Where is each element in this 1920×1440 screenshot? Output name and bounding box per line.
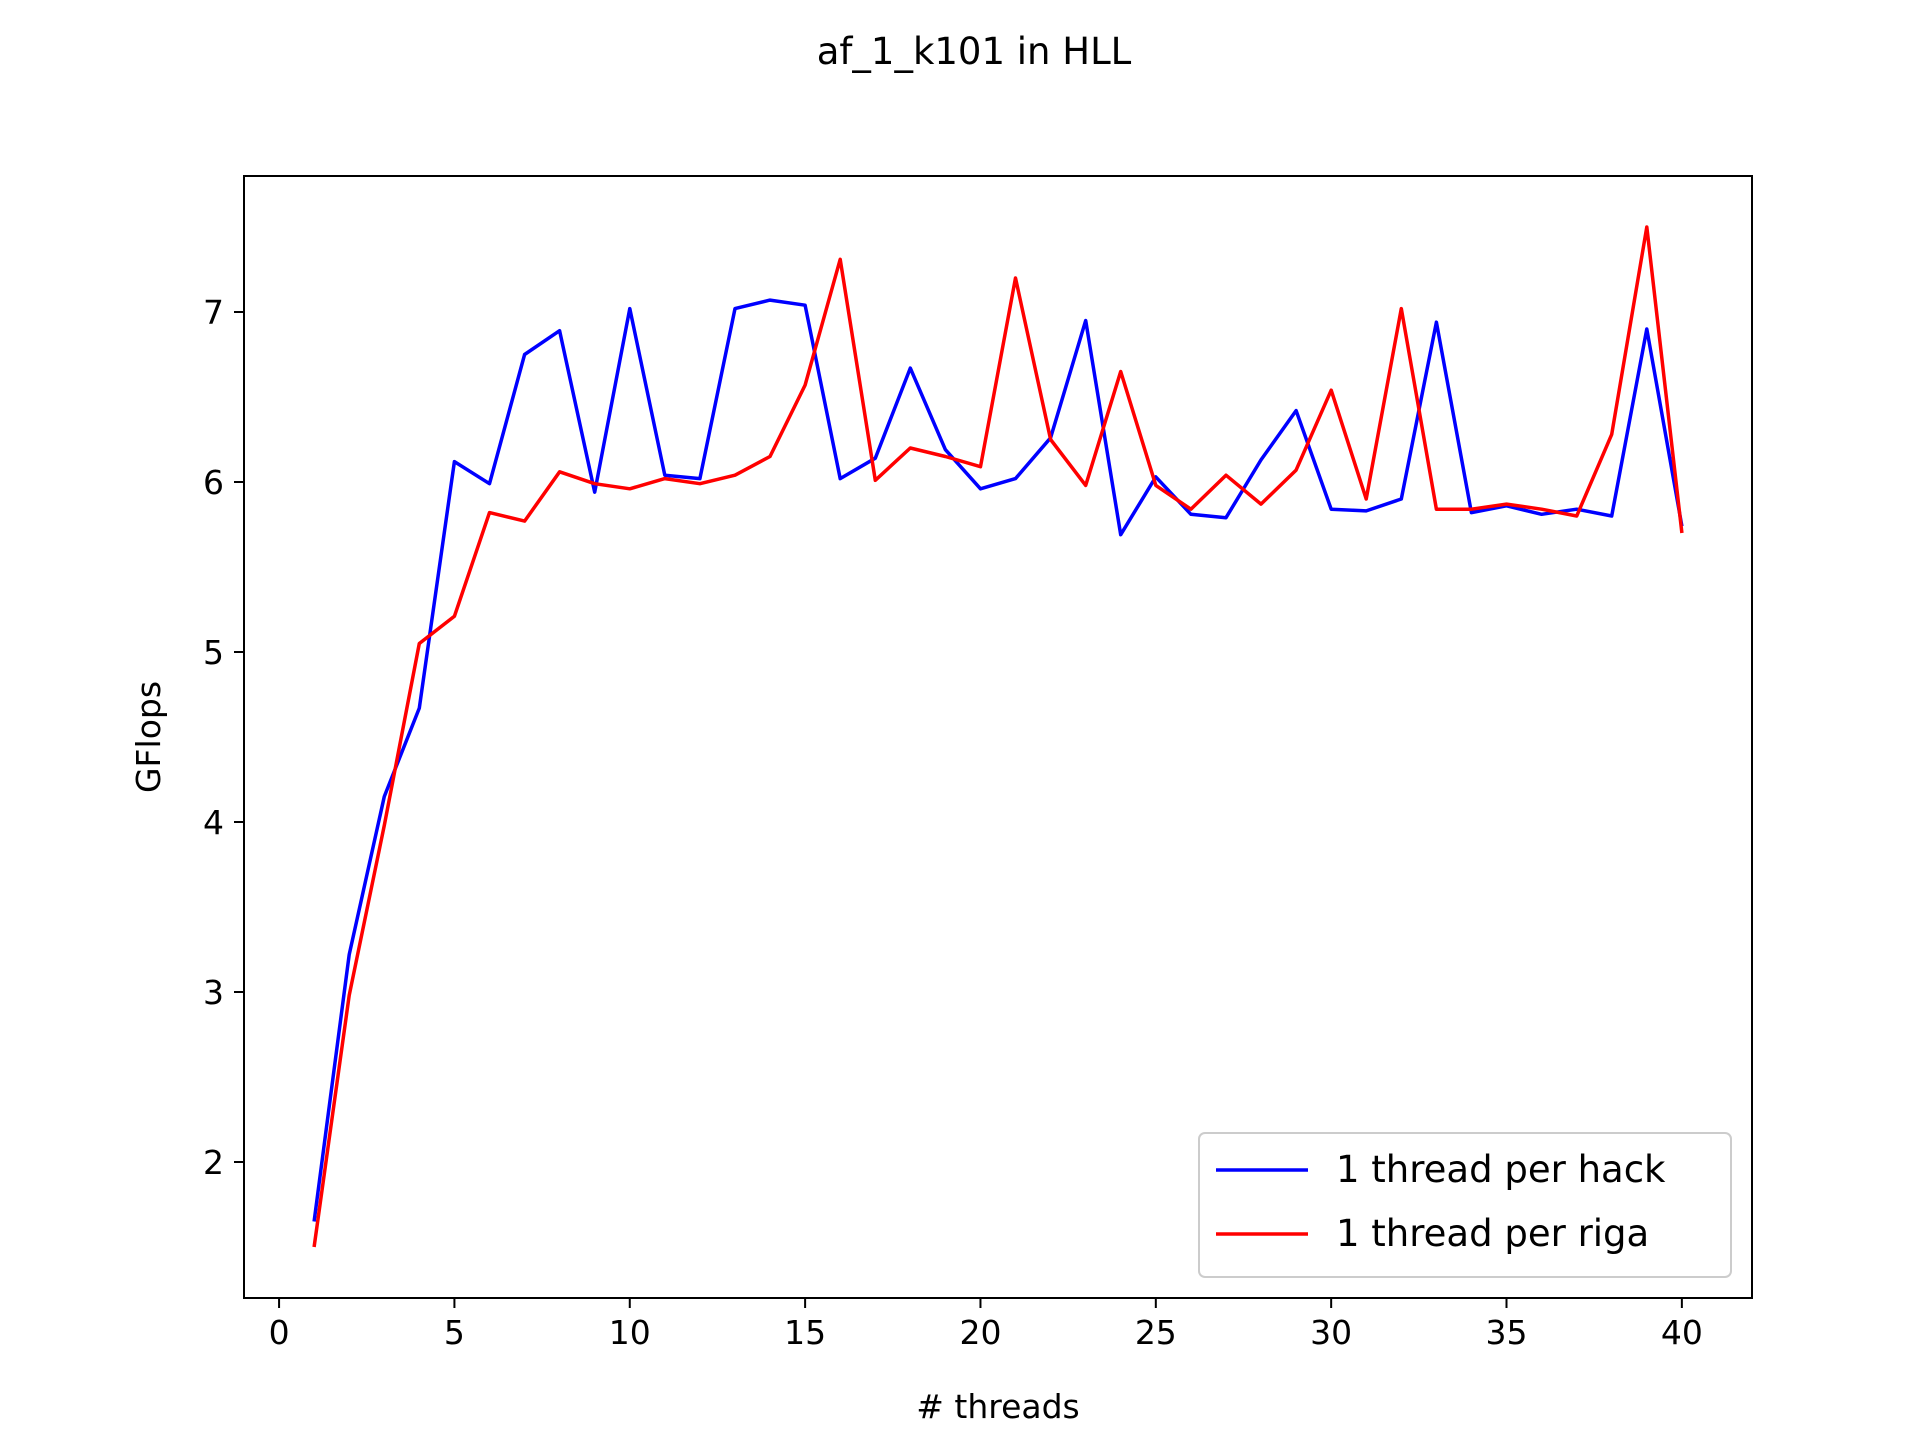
x-tick-label: 40 bbox=[1661, 1313, 1703, 1352]
x-tick-label: 35 bbox=[1486, 1313, 1528, 1352]
legend-label-1: 1 thread per hack bbox=[1336, 1148, 1666, 1191]
plot-area bbox=[312, 225, 1684, 1248]
y-axis-label: GFlops bbox=[129, 681, 168, 793]
series-line-2 bbox=[312, 225, 1684, 1248]
x-tick-label: 20 bbox=[959, 1313, 1001, 1352]
x-axis: 0 5 10 15 20 25 30 35 40 bbox=[269, 1298, 1703, 1352]
x-tick-label: 0 bbox=[269, 1313, 290, 1352]
y-tick-label: 3 bbox=[203, 973, 224, 1012]
chart-title: af_1_k101 in HLL bbox=[817, 30, 1132, 73]
x-tick-label: 10 bbox=[609, 1313, 651, 1352]
x-tick-label: 30 bbox=[1310, 1313, 1352, 1352]
y-axis: 2 3 4 5 6 7 bbox=[203, 293, 244, 1182]
y-tick-label: 4 bbox=[203, 803, 224, 842]
x-tick-label: 15 bbox=[784, 1313, 826, 1352]
y-tick-label: 6 bbox=[203, 463, 224, 502]
legend-label-2: 1 thread per riga bbox=[1336, 1212, 1649, 1255]
y-tick-label: 2 bbox=[203, 1143, 224, 1182]
legend-box bbox=[1198, 1132, 1732, 1278]
axes-frame bbox=[243, 175, 1753, 1299]
x-axis-label: # threads bbox=[916, 1387, 1080, 1426]
x-tick-label: 25 bbox=[1135, 1313, 1177, 1352]
x-tick-label: 5 bbox=[444, 1313, 465, 1352]
y-tick-label: 7 bbox=[203, 293, 224, 332]
series-line-1 bbox=[312, 298, 1684, 1222]
legend: 1 thread per hack 1 thread per riga bbox=[1198, 1132, 1732, 1278]
y-tick-label: 5 bbox=[203, 633, 224, 672]
